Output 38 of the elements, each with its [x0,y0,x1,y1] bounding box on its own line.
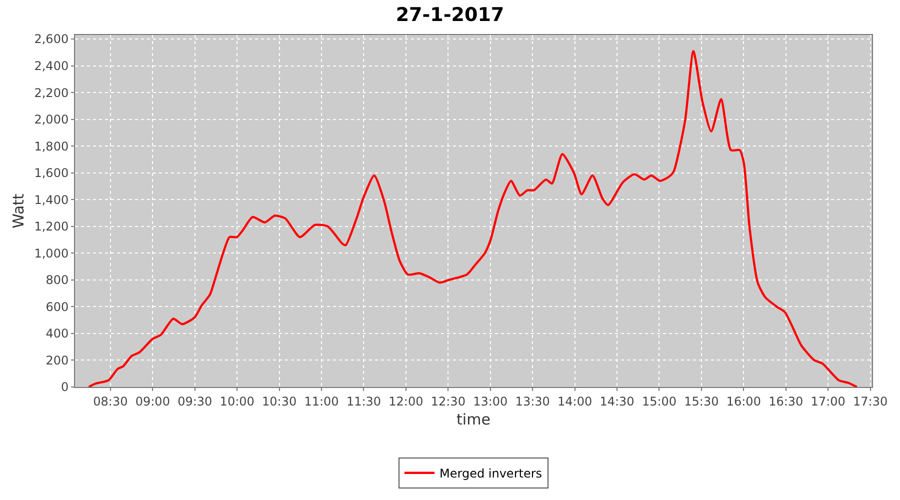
y-tick-label: 2,000 [34,112,69,127]
x-axis-title: time [456,410,490,428]
x-tick-label: 17:30 [853,394,888,408]
y-tick-label: 600 [46,300,69,314]
x-tick-label: 10:00 [220,394,254,408]
y-tick-label: 2,600 [34,32,69,46]
legend-label: Merged inverters [440,466,542,481]
chart-title: 27-1-2017 [396,4,504,26]
x-tick-label: 16:00 [726,394,761,408]
y-tick-label: 0 [60,380,69,394]
x-tick-label: 17:00 [810,394,846,408]
x-tick-label: 12:30 [430,394,466,408]
x-tick-label: 14:00 [558,394,592,408]
y-axis-title: Watt [9,193,28,228]
x-tick-label: 16:30 [768,394,804,408]
y-tick-label: 2,200 [34,86,69,100]
x-tick-label: 10:30 [262,394,297,408]
y-tick-label: 400 [46,326,69,341]
y-tick-label: 800 [46,273,69,288]
y-tick-label: 1,600 [34,166,69,180]
x-tick-label: 12:00 [388,394,424,408]
y-tick-label: 1,200 [34,220,69,234]
x-tick-label: 13:30 [515,394,550,408]
x-tick-label: 15:00 [642,394,677,408]
y-tick-label: 2,400 [34,58,69,73]
x-tick-label: 14:30 [600,394,634,408]
y-tick-label: 1,400 [34,192,69,207]
y-tick-label: 1,000 [34,246,69,260]
y-tick-label: 200 [46,353,69,368]
x-tick-label: 13:00 [473,394,508,408]
x-tick-label: 11:00 [304,394,339,408]
x-tick-label: 15:30 [684,394,719,408]
x-tick-label: 09:30 [178,394,212,408]
x-tick-label: 11:30 [346,394,382,408]
x-tick-label: 08:30 [93,394,128,408]
x-tick-label: 09:00 [135,394,170,408]
y-tick-label: 1,800 [34,139,69,154]
line-series [88,50,858,387]
